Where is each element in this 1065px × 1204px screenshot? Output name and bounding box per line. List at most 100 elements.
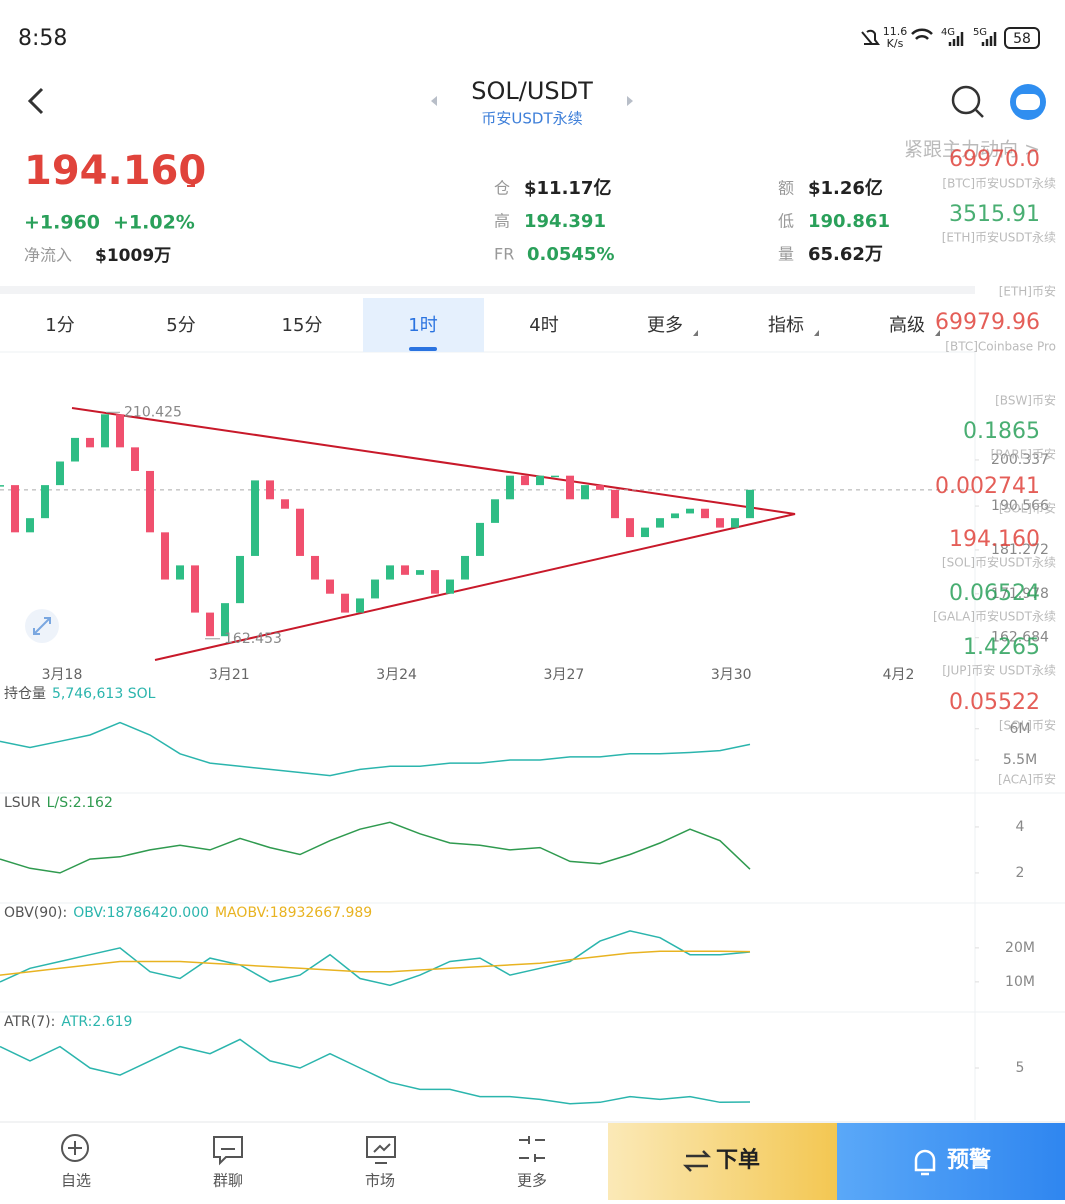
- y-tick-label: 162.684: [991, 630, 1049, 646]
- order-icon: [682, 1150, 712, 1172]
- indicator-reading: MAOBV:18932667.989: [215, 905, 372, 921]
- indicator-reading: L/S:2.162: [47, 795, 113, 811]
- candle: [461, 555, 469, 580]
- nav-item[interactable]: 市场: [365, 1172, 395, 1190]
- indicator-line: [0, 930, 751, 987]
- overlay-source: [ETH]币安USDT永续: [942, 230, 1056, 245]
- stat-label: 高: [494, 212, 510, 231]
- trendline-triangle: [71, 407, 796, 661]
- timeframe-tab[interactable]: 高级: [889, 315, 925, 336]
- overlay-source: [ACA]币安: [998, 772, 1056, 787]
- alert-button[interactable]: [837, 1123, 1065, 1200]
- overlay-source: [SOL]币安: [999, 718, 1056, 733]
- candle: [401, 565, 409, 575]
- y-tick-label: 4: [1016, 819, 1025, 835]
- y-tick-label: 6M: [1010, 721, 1031, 737]
- overlay-source: [BSW]币安: [995, 393, 1056, 408]
- candle: [266, 480, 274, 500]
- timeframe-tab[interactable]: 5分: [166, 315, 195, 336]
- overlay-source: [ETH]币安: [999, 284, 1056, 299]
- y-tick-label: 5.5M: [1003, 752, 1037, 768]
- avatar-face: [1016, 94, 1040, 110]
- timeframe-tab[interactable]: 更多: [647, 315, 683, 336]
- indicator-line: [0, 821, 751, 874]
- candle: [281, 499, 289, 509]
- candle: [326, 579, 334, 594]
- y-tick-label: 20M: [1005, 940, 1035, 956]
- candle: [371, 579, 379, 599]
- candle: [0, 485, 4, 487]
- signal-icon: [981, 32, 997, 46]
- candle: [236, 555, 244, 604]
- signal-icon: [948, 32, 964, 46]
- candle: [251, 480, 259, 556]
- price-change: +1.960: [24, 212, 100, 234]
- candle: [56, 461, 64, 486]
- high-label: 210.425: [124, 404, 182, 420]
- candle: [446, 579, 454, 594]
- y-tick-label: 2: [1016, 865, 1025, 881]
- indicator-reading: ATR:2.619: [61, 1014, 132, 1030]
- timeframe-tab[interactable]: 1分: [45, 315, 74, 336]
- overlay-price: 1.4265: [963, 635, 1040, 660]
- candle: [476, 522, 484, 556]
- tab-indicator: [409, 347, 437, 351]
- candle: [431, 570, 439, 594]
- status-time: 8:58: [18, 26, 67, 51]
- nav-item[interactable]: 自选: [61, 1172, 91, 1190]
- alert-icon: [914, 1149, 936, 1176]
- candle: [131, 447, 139, 471]
- last-price: 194.160: [24, 148, 206, 194]
- x-tick-label: 3月21: [209, 667, 250, 683]
- candle: [716, 518, 724, 528]
- x-tick-label: 3月27: [544, 667, 585, 683]
- dropdown-marker: [814, 330, 819, 336]
- candle: [221, 603, 229, 637]
- timeframe-tab[interactable]: 1时: [408, 315, 437, 336]
- candle: [581, 485, 589, 500]
- x-tick-label: 3月30: [711, 667, 752, 683]
- candle: [86, 437, 94, 448]
- candle: [626, 518, 634, 538]
- candle: [521, 475, 529, 486]
- alert-label: 预警: [947, 1148, 991, 1173]
- stat-label: FR: [494, 245, 514, 264]
- timeframe-tab[interactable]: 4时: [529, 315, 558, 336]
- network-2: 5G: [973, 27, 987, 38]
- overlay-source: [SOL]币安USDT永续: [942, 555, 1056, 570]
- indicator-line: [0, 950, 751, 976]
- candle: [296, 508, 304, 556]
- pair-title: SOL/USDT: [471, 77, 593, 105]
- search-button[interactable]: [951, 85, 981, 115]
- down-arrow: [181, 175, 195, 187]
- expand-icon: [33, 617, 51, 635]
- candle: [191, 565, 199, 613]
- back-button[interactable]: [27, 87, 44, 115]
- candle: [536, 475, 544, 486]
- candle: [11, 485, 19, 533]
- order-button[interactable]: [608, 1123, 837, 1200]
- y-tick-label: 200.337: [991, 452, 1049, 468]
- battery-icon: [1004, 27, 1040, 49]
- candle: [311, 555, 319, 580]
- stat-value: 65.62万: [808, 244, 883, 265]
- low-label: 162.453: [224, 631, 282, 647]
- x-tick-label: 3月24: [376, 667, 417, 683]
- order-label: 下单: [716, 1148, 760, 1173]
- candle: [26, 518, 34, 533]
- timeframe-tab[interactable]: 15分: [282, 315, 323, 336]
- candle: [176, 565, 184, 580]
- candle: [686, 508, 694, 514]
- candle: [641, 527, 649, 538]
- stat-label: 仓: [494, 179, 510, 198]
- nav-item[interactable]: 群聊: [213, 1172, 243, 1190]
- indicator-line: [0, 1038, 751, 1105]
- overlay-source: [RARE]币安: [991, 447, 1056, 462]
- overlay-source: [BTC]币安USDT永续: [942, 176, 1056, 191]
- nav-icon: [61, 1134, 90, 1162]
- timeframe-tab[interactable]: 指标: [768, 315, 804, 336]
- overlay-heading[interactable]: 紧跟主力动向 >: [904, 139, 1040, 161]
- nav-item[interactable]: 更多: [517, 1172, 547, 1190]
- stat-label: 低: [778, 212, 794, 231]
